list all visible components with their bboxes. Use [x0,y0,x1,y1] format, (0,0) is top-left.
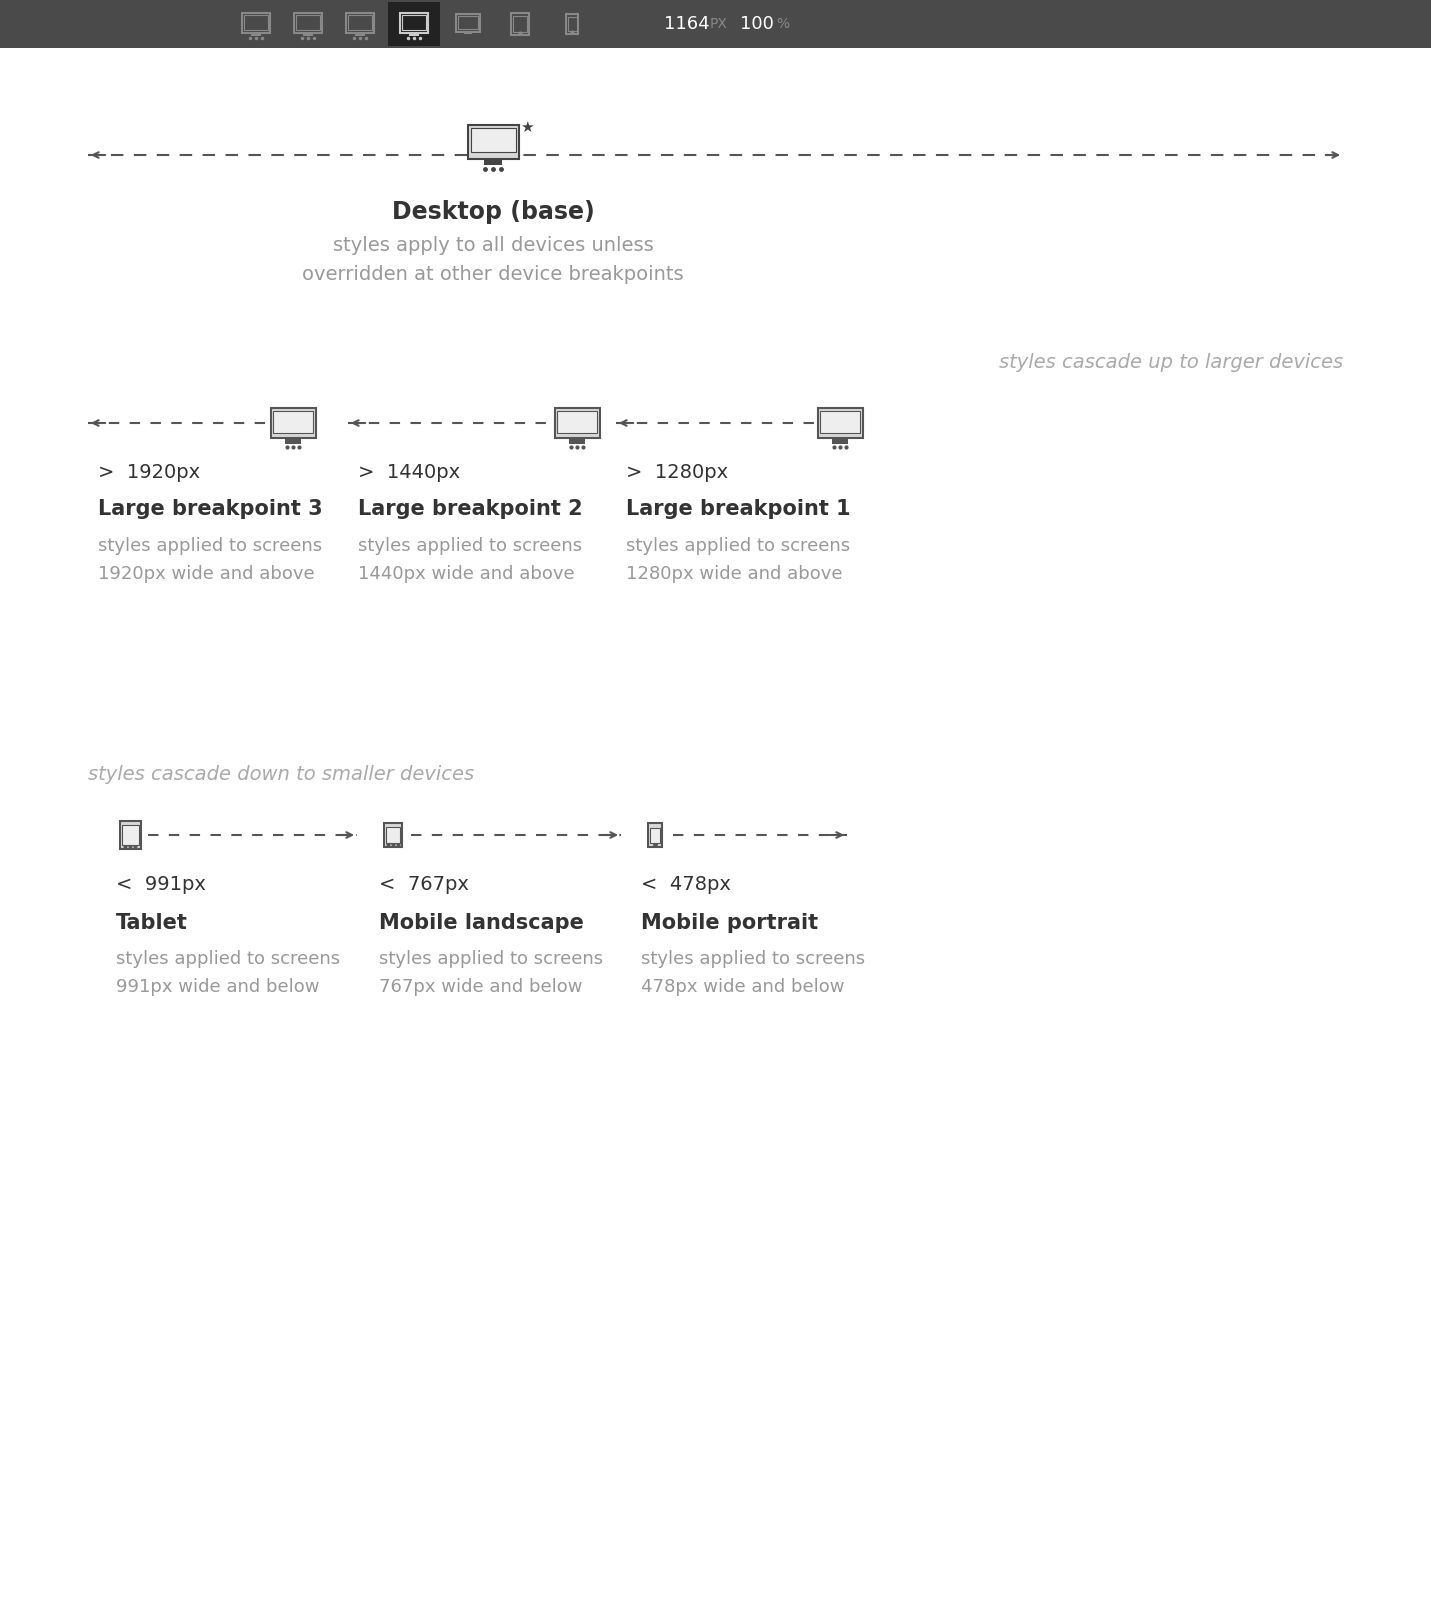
Bar [293,13,322,34]
Text: styles applied to screens
991px wide and below: styles applied to screens 991px wide and… [116,950,341,995]
Text: Large breakpoint 2: Large breakpoint 2 [358,499,582,518]
Bar [511,13,529,35]
Text: >  1920px: > 1920px [97,462,200,482]
Bar [303,32,313,35]
Bar [484,158,502,165]
Bar [458,16,478,29]
Bar [409,32,419,35]
Bar [386,827,401,843]
Text: styles cascade up to larger devices: styles cascade up to larger devices [999,352,1344,371]
Bar [831,438,849,443]
Text: Tablet: Tablet [116,914,187,933]
Bar [355,32,365,35]
Bar [348,14,372,30]
Text: Desktop (base): Desktop (base) [392,200,594,224]
Bar [120,821,140,850]
Bar [554,408,600,438]
Bar [402,14,426,30]
Bar [296,14,321,30]
Bar [122,826,139,845]
Text: 1164: 1164 [664,14,710,34]
Bar [648,822,661,846]
Bar [468,125,518,158]
Text: styles applied to screens
767px wide and below: styles applied to screens 767px wide and… [379,950,602,995]
Text: styles applied to screens
1280px wide and above: styles applied to screens 1280px wide an… [625,538,850,582]
Text: <  767px: < 767px [379,875,469,894]
Text: <  478px: < 478px [641,875,731,894]
Bar [270,408,315,438]
Text: styles applied to screens
1920px wide and above: styles applied to screens 1920px wide an… [97,538,322,582]
Bar [456,14,479,32]
Text: >  1440px: > 1440px [358,462,461,482]
Bar [512,16,527,32]
Bar [250,32,260,35]
Text: styles cascade down to smaller devices: styles cascade down to smaller devices [87,765,474,784]
Text: >  1280px: > 1280px [625,462,728,482]
Bar [464,30,472,34]
Bar [346,13,373,34]
Bar [384,822,402,846]
Bar [568,18,577,30]
Bar [570,438,585,443]
Bar [401,13,428,34]
Text: <  991px: < 991px [116,875,206,894]
Text: styles applied to screens
478px wide and below: styles applied to screens 478px wide and… [641,950,866,995]
Bar [0,0,1431,48]
Bar [817,408,863,438]
Text: %: % [776,18,788,30]
Text: styles applied to screens
1440px wide and above: styles applied to screens 1440px wide an… [358,538,582,582]
Text: styles apply to all devices unless
overridden at other device breakpoints: styles apply to all devices unless overr… [302,235,684,285]
Text: ★: ★ [521,120,534,134]
Bar [245,14,268,30]
Bar [650,827,660,843]
Text: Large breakpoint 3: Large breakpoint 3 [97,499,322,518]
Bar [567,14,578,34]
Bar [820,411,860,432]
Bar [285,438,301,443]
Bar [557,411,597,432]
Bar [273,411,313,432]
Text: Large breakpoint 1: Large breakpoint 1 [625,499,850,518]
Text: PX: PX [710,18,728,30]
Bar [471,128,515,152]
Text: 100: 100 [740,14,774,34]
Bar [242,13,270,34]
Text: Mobile portrait: Mobile portrait [641,914,819,933]
Text: Mobile landscape: Mobile landscape [379,914,584,933]
Bar [388,2,439,46]
